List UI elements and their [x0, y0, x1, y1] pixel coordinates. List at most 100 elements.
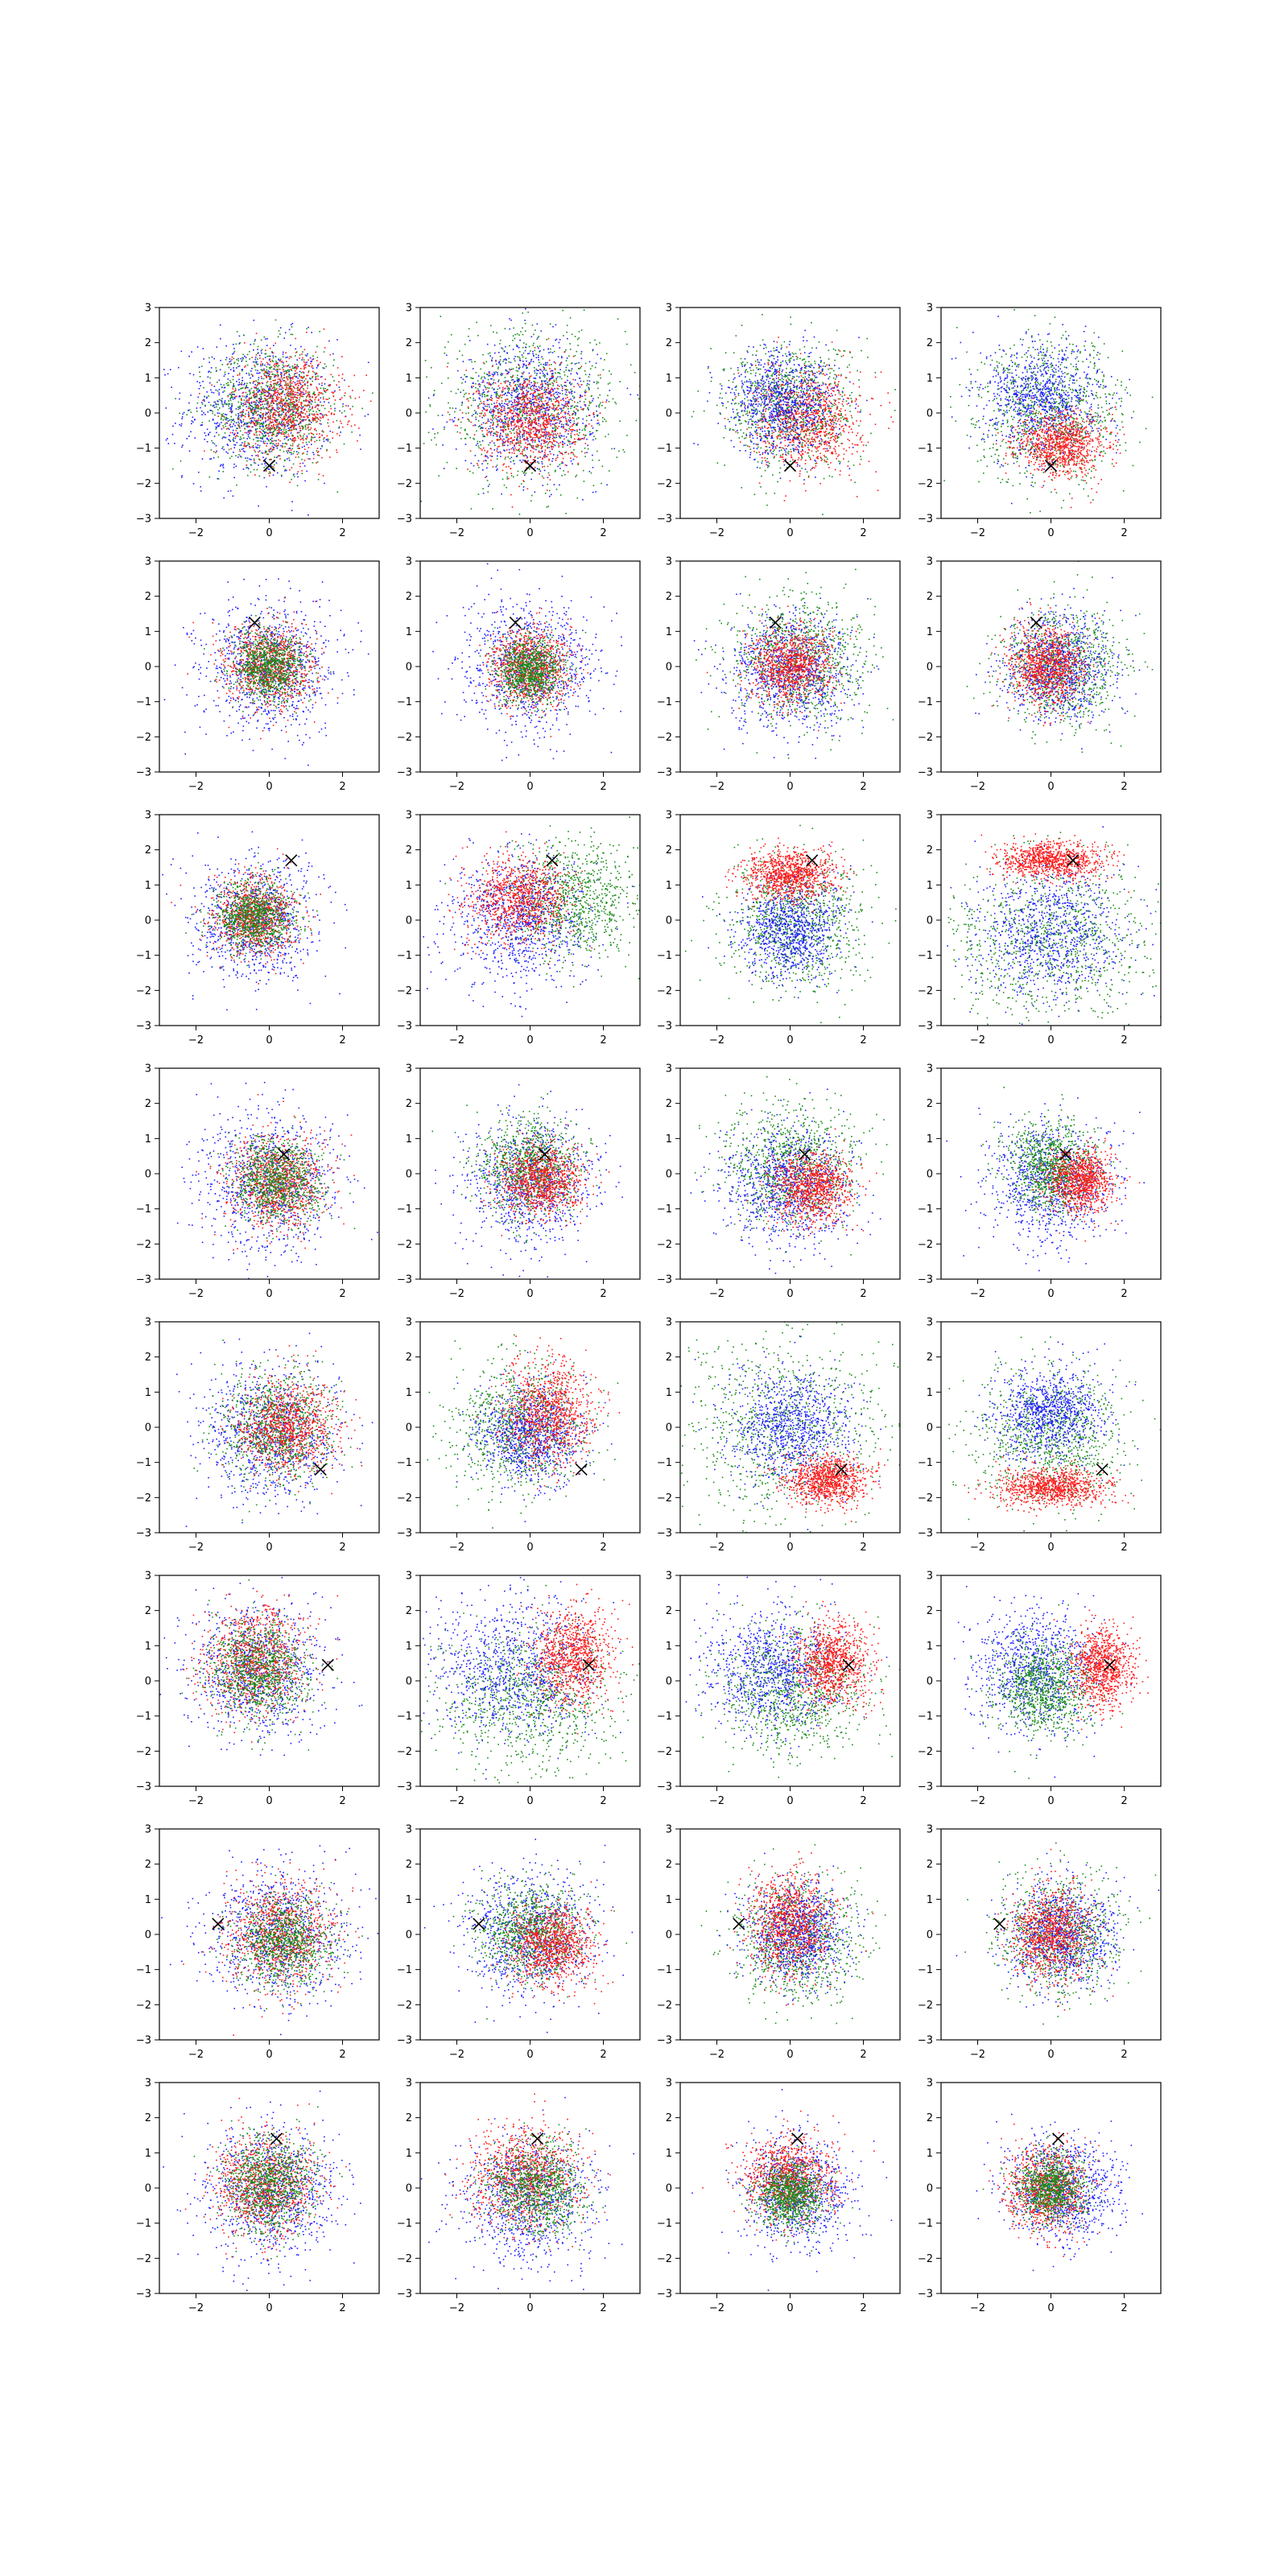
- data-point: [255, 432, 257, 434]
- data-point: [268, 370, 270, 372]
- data-point: [308, 370, 310, 372]
- data-point: [554, 420, 555, 422]
- data-point: [243, 384, 245, 386]
- data-point: [539, 377, 541, 378]
- data-point: [348, 422, 349, 423]
- data-point: [541, 440, 543, 441]
- data-point: [523, 342, 525, 344]
- data-point: [525, 350, 526, 352]
- data-point: [241, 361, 242, 362]
- data-point: [507, 412, 509, 414]
- data-point: [299, 390, 301, 392]
- data-point: [219, 389, 221, 390]
- data-point: [469, 397, 471, 398]
- data-point: [568, 406, 569, 407]
- data-point: [299, 418, 300, 419]
- data-point: [501, 411, 502, 413]
- data-point: [284, 432, 286, 434]
- data-point: [244, 356, 246, 357]
- data-point: [552, 419, 554, 420]
- data-point: [213, 419, 214, 420]
- data-point: [506, 435, 507, 436]
- data-point: [273, 448, 275, 450]
- data-point: [552, 383, 554, 385]
- data-point: [525, 419, 526, 420]
- data-point: [316, 352, 317, 353]
- data-point: [301, 459, 303, 460]
- data-point: [275, 444, 276, 446]
- data-point: [543, 436, 545, 438]
- data-point: [267, 372, 269, 374]
- data-point: [471, 508, 473, 510]
- data-point: [259, 431, 261, 432]
- data-point: [253, 445, 254, 447]
- data-point: [575, 363, 576, 365]
- data-point: [241, 438, 242, 440]
- data-point: [271, 435, 273, 436]
- data-point: [557, 456, 559, 458]
- data-point: [511, 392, 513, 394]
- data-point: [316, 421, 318, 423]
- data-point: [490, 427, 492, 429]
- data-point: [320, 413, 321, 415]
- data-point: [551, 448, 553, 450]
- data-point: [232, 357, 233, 358]
- data-point: [588, 389, 590, 390]
- data-point: [263, 378, 265, 380]
- data-point: [259, 394, 261, 396]
- data-point: [302, 473, 303, 474]
- data-point: [220, 338, 221, 340]
- data-point: [246, 432, 248, 434]
- data-point: [233, 444, 235, 446]
- data-point: [278, 455, 279, 456]
- data-point: [318, 419, 320, 420]
- data-point: [202, 422, 204, 423]
- data-point: [295, 411, 297, 413]
- data-point: [349, 408, 351, 410]
- data-point: [480, 369, 481, 370]
- data-point: [524, 430, 526, 431]
- data-point: [537, 398, 539, 399]
- data-point: [547, 407, 549, 408]
- data-point: [233, 421, 235, 423]
- data-point: [478, 467, 480, 469]
- data-point: [261, 432, 262, 434]
- data-point: [515, 397, 517, 398]
- data-point: [222, 425, 224, 427]
- data-point: [282, 367, 283, 369]
- data-point: [555, 435, 557, 436]
- data-point: [493, 419, 494, 420]
- data-point: [513, 349, 514, 350]
- data-point: [587, 445, 588, 447]
- data-point: [221, 400, 222, 402]
- data-point: [501, 397, 502, 398]
- data-point: [559, 373, 561, 374]
- data-point: [598, 423, 600, 424]
- data-point: [533, 448, 535, 449]
- data-point: [301, 408, 303, 410]
- data-point: [579, 378, 580, 379]
- data-point: [262, 427, 264, 428]
- data-point: [571, 391, 572, 393]
- data-point: [276, 426, 278, 427]
- data-point: [545, 408, 547, 410]
- data-point: [518, 398, 519, 400]
- data-point: [244, 383, 246, 385]
- data-point: [277, 398, 279, 400]
- data-point: [543, 358, 544, 360]
- data-point: [552, 458, 554, 460]
- data-point: [233, 394, 235, 395]
- data-point: [485, 389, 487, 390]
- data-point: [530, 361, 532, 362]
- data-point: [191, 351, 192, 353]
- data-point: [490, 435, 492, 436]
- data-point: [207, 441, 208, 443]
- data-point: [624, 452, 625, 453]
- data-point: [296, 373, 298, 374]
- data-point: [223, 413, 225, 415]
- data-point: [496, 431, 497, 433]
- data-point: [496, 393, 497, 394]
- data-point: [498, 398, 500, 399]
- data-point: [558, 417, 559, 419]
- data-point: [239, 384, 241, 386]
